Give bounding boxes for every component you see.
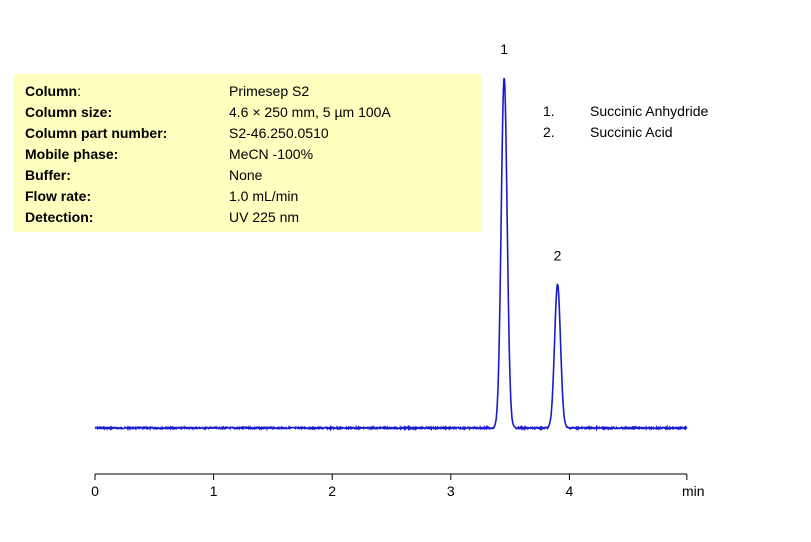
x-tick-label: 0 bbox=[91, 483, 99, 499]
chromatography-conditions-box: Column: Primesep S2 Column size: 4.6 × 250 … bbox=[13, 74, 482, 232]
x-tick-label: 4 bbox=[566, 483, 574, 499]
info-label: Flow rate: bbox=[25, 188, 92, 204]
x-tick-label: 3 bbox=[447, 483, 455, 499]
peak-label: 1 bbox=[500, 41, 508, 57]
info-value: MeCN -100% bbox=[229, 146, 314, 162]
info-value: S2-46.250.0510 bbox=[229, 125, 329, 141]
info-value: Primesep S2 bbox=[229, 83, 310, 99]
legend-number: 2. bbox=[543, 124, 555, 140]
info-value: UV 225 nm bbox=[229, 209, 300, 225]
x-axis-label: min bbox=[682, 483, 705, 499]
x-tick-label: 2 bbox=[328, 483, 336, 499]
x-tick-label: 1 bbox=[210, 483, 218, 499]
info-value: 4.6 × 250 mm, 5 µm 100A bbox=[229, 104, 391, 120]
info-label: Column part number: bbox=[25, 125, 168, 141]
legend-compound-name: Succinic Acid bbox=[590, 124, 673, 140]
info-value: None bbox=[229, 167, 263, 183]
info-label: Column: bbox=[25, 83, 81, 99]
info-label: Mobile phase: bbox=[25, 146, 119, 162]
info-label: Buffer: bbox=[25, 167, 71, 183]
info-label: Detection: bbox=[25, 209, 94, 225]
chromatogram-trace bbox=[94, 77, 688, 432]
legend-compound-name: Succinic Anhydride bbox=[590, 103, 709, 119]
info-value: 1.0 mL/min bbox=[229, 188, 299, 204]
legend-number: 1. bbox=[543, 103, 555, 119]
info-label: Column size: bbox=[25, 104, 113, 120]
peak-label: 2 bbox=[554, 248, 562, 264]
